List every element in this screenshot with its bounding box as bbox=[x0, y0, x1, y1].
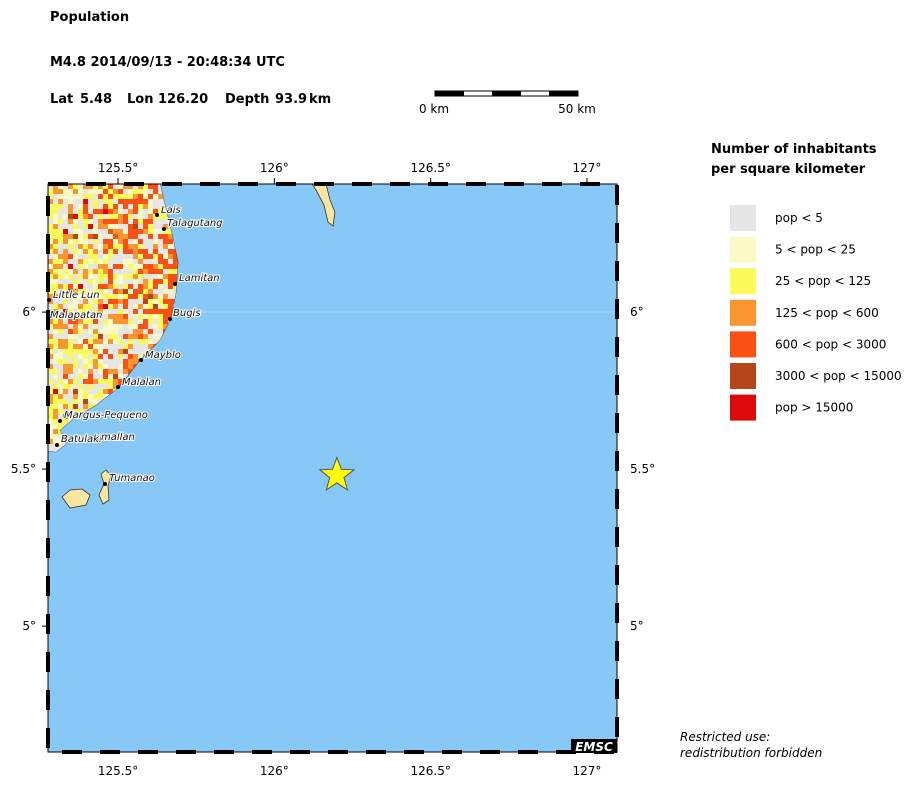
legend-label: 3000 < pop < 15000 bbox=[775, 369, 902, 383]
legend: pop < 5 5 < pop < 25 25 < pop < 125 125 < p… bbox=[730, 205, 902, 421]
y-tick-label: 5.5° bbox=[630, 462, 655, 476]
lon: 126.20 bbox=[158, 92, 208, 107]
epicenter bbox=[318, 455, 356, 492]
place: Little Lun bbox=[53, 290, 100, 301]
y-tick-label: 5° bbox=[22, 619, 36, 633]
lat-label: Lat bbox=[50, 92, 73, 107]
legend-label: 600 < pop < 3000 bbox=[775, 337, 886, 351]
x-tick-label: 126.5° bbox=[410, 764, 450, 778]
legend-swatch bbox=[730, 205, 756, 231]
place: Tumanao bbox=[109, 473, 155, 484]
island bbox=[61, 488, 91, 509]
y-tick-label: 5.5° bbox=[11, 462, 36, 476]
lon-label: Lon bbox=[127, 92, 153, 107]
y-tick-label: 6° bbox=[630, 305, 644, 319]
place: Batulaki bbox=[61, 434, 102, 445]
x-tick-label: 125.5° bbox=[98, 161, 138, 175]
place: Talagutang bbox=[167, 218, 223, 229]
credit: EMSC bbox=[575, 740, 613, 754]
place: Malalan bbox=[122, 377, 161, 388]
legend-swatch bbox=[730, 236, 756, 263]
map: Lais Talagutang Lamitan Little Lun Malap… bbox=[46, 182, 619, 754]
scale-start: 0 km bbox=[419, 102, 449, 116]
place: Mayblo bbox=[145, 350, 181, 361]
x-tick-label: 127° bbox=[573, 161, 602, 175]
title: Population bbox=[50, 10, 129, 25]
legend-label: pop > 15000 bbox=[775, 401, 853, 415]
legend-swatch bbox=[730, 394, 756, 421]
island bbox=[98, 469, 112, 505]
x-tick-label: 126° bbox=[260, 764, 289, 778]
legend-label: 25 < pop < 125 bbox=[775, 274, 871, 288]
places: Lais Talagutang Lamitan Little Lun Malap… bbox=[47, 204, 224, 486]
depth-unit: km bbox=[309, 92, 331, 107]
legend-swatch bbox=[730, 331, 756, 358]
y-tick-label: 5° bbox=[630, 619, 644, 633]
scale-end: 50 km bbox=[558, 102, 596, 116]
legend-label: 125 < pop < 600 bbox=[775, 306, 879, 320]
scale-bar: 0 km 50 km bbox=[419, 90, 596, 116]
footer: Restricted use: bbox=[680, 730, 770, 744]
frame-dashes bbox=[46, 182, 619, 754]
depth: 93.9 bbox=[275, 92, 307, 107]
place: Malapatan bbox=[50, 310, 103, 321]
legend-title: Number of inhabitants bbox=[711, 142, 877, 157]
lat: 5.48 bbox=[80, 92, 112, 107]
x-tick-label: 127° bbox=[573, 764, 602, 778]
legend-title: per square kilometer bbox=[711, 162, 866, 177]
x-tick-label: 126.5° bbox=[410, 161, 450, 175]
legend-swatch bbox=[730, 299, 756, 326]
credit-box bbox=[571, 739, 617, 753]
x-tick-label: 125.5° bbox=[98, 764, 138, 778]
x-tick-label: 126° bbox=[260, 161, 289, 175]
place: Bugis bbox=[173, 308, 201, 319]
place: mallan bbox=[101, 432, 135, 443]
island bbox=[311, 184, 336, 227]
footer: redistribution forbidden bbox=[680, 746, 822, 760]
legend-swatch bbox=[730, 363, 756, 389]
legend-swatch bbox=[730, 268, 756, 295]
place: Lais bbox=[161, 205, 181, 216]
event: M4.8 2014/09/13 - 20:48:34 UTC bbox=[50, 55, 285, 70]
place: Lamitan bbox=[179, 273, 220, 284]
legend-label: 5 < pop < 25 bbox=[775, 243, 856, 257]
y-tick-label: 6° bbox=[22, 305, 36, 319]
depth-label: Depth bbox=[225, 92, 269, 107]
place: Margus-Pequeno bbox=[64, 410, 148, 421]
legend-label: pop < 5 bbox=[775, 211, 823, 225]
